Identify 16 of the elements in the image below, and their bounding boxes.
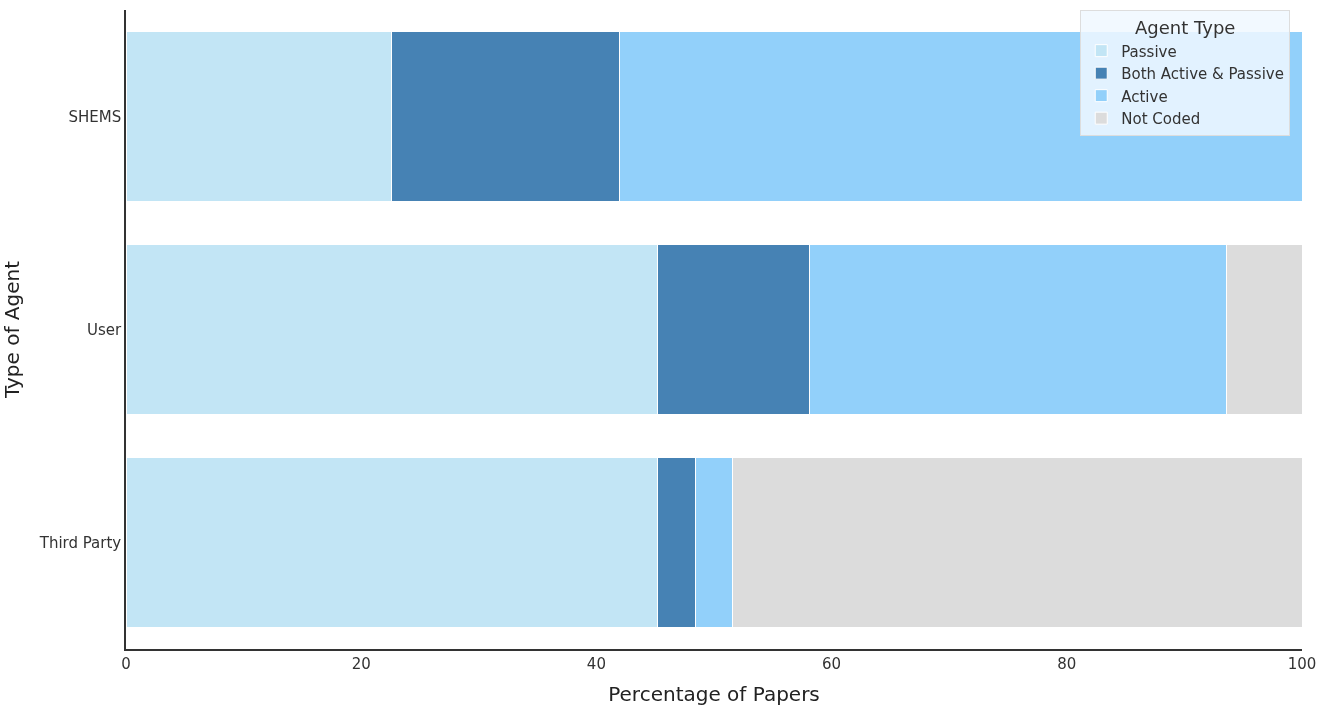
legend-label: Not Coded [1121, 110, 1201, 128]
x-tick-label: 0 [121, 654, 131, 673]
y-axis-title: Type of Agent [0, 260, 24, 400]
legend-label: Passive [1121, 42, 1177, 61]
x-tick-label: 20 [351, 654, 371, 673]
x-axis-title: Percentage of Papers [608, 681, 820, 706]
legend-label: Both Active & Passive [1121, 65, 1284, 83]
y-tick-label: Third Party [38, 533, 122, 552]
x-tick-label: 100 [1287, 654, 1317, 673]
legend-label: Active [1121, 87, 1168, 106]
y-tick-label: User [87, 320, 123, 339]
y-tick-label: SHEMS [68, 107, 122, 126]
x-tick-label: 60 [822, 654, 842, 673]
x-tick-label: 40 [586, 654, 606, 673]
x-tick-label: 80 [1057, 654, 1077, 673]
legend-title: Agent Type [1135, 17, 1236, 39]
